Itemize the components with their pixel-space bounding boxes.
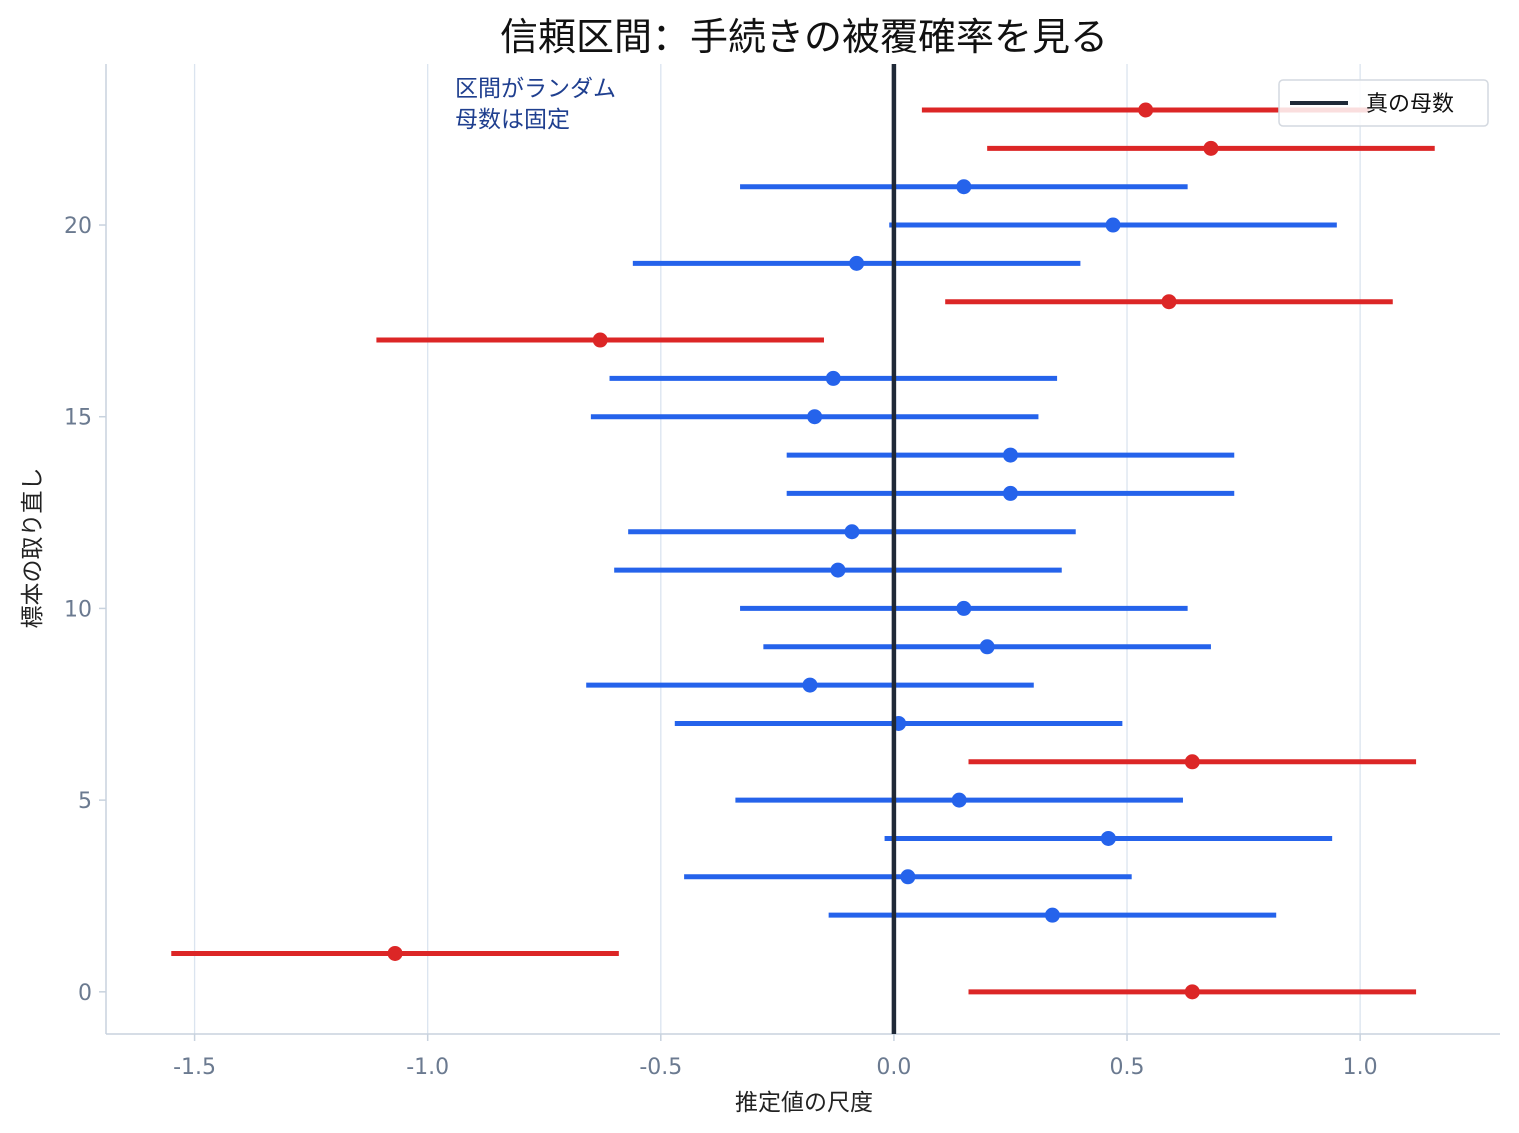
interval-series: [171, 102, 1435, 1000]
y-tick-label: 5: [78, 789, 92, 814]
legend-box: [1278, 79, 1489, 127]
estimate-point: [825, 370, 841, 386]
interval-6: [968, 754, 1417, 770]
estimate-point: [1105, 217, 1121, 233]
interval-0: [968, 984, 1417, 1000]
estimate-point: [1203, 140, 1219, 156]
y-axis-label: 標本の取り直し: [20, 468, 46, 629]
interval-3: [684, 869, 1132, 885]
interval-14: [786, 447, 1235, 463]
estimate-point: [1184, 984, 1200, 1000]
interval-21: [740, 179, 1188, 195]
estimate-point: [1161, 294, 1177, 310]
estimate-point: [830, 562, 846, 578]
estimate-point: [956, 600, 972, 616]
interval-10: [740, 600, 1188, 616]
interval-11: [614, 562, 1062, 578]
interval-4: [884, 830, 1333, 846]
interval-7: [674, 715, 1123, 731]
y-tick-label: 0: [78, 981, 92, 1006]
interval-1: [171, 945, 619, 961]
x-tick-label: 0.0: [876, 1055, 911, 1080]
x-tick-label: -1.0: [406, 1055, 449, 1080]
estimate-point: [387, 945, 403, 961]
interval-9: [763, 639, 1211, 655]
x-tick-label: 0.5: [1110, 1055, 1145, 1080]
grid-lines: [193, 64, 1361, 1034]
annotation-line-1: 区間がランダム: [455, 76, 616, 102]
estimate-point: [951, 792, 967, 808]
interval-12: [628, 524, 1076, 540]
x-tick-label: -1.5: [173, 1055, 216, 1080]
estimate-point: [1002, 485, 1018, 501]
estimate-point: [802, 677, 818, 693]
estimate-point: [592, 332, 608, 348]
legend-true-parameter-label: 真の母数: [1366, 92, 1454, 117]
interval-16: [609, 370, 1058, 386]
x-tick-label: -0.5: [639, 1055, 682, 1080]
interval-5: [735, 792, 1183, 808]
estimate-point: [900, 869, 916, 885]
estimate-point: [1002, 447, 1018, 463]
interval-8: [586, 677, 1034, 693]
estimate-point: [807, 409, 823, 425]
x-tick-label: 1.0: [1343, 1055, 1378, 1080]
estimate-point: [1100, 830, 1116, 846]
annotation-line-2: 母数は固定: [455, 107, 570, 133]
x-axis-label: 推定値の尺度: [735, 1090, 873, 1116]
interval-19: [632, 255, 1081, 271]
interval-22: [987, 140, 1435, 156]
interval-20: [889, 217, 1337, 233]
interval-18: [945, 294, 1393, 310]
y-axis-ticks: 0 5 10 15 20: [64, 214, 106, 1006]
interval-17: [376, 332, 824, 348]
x-axis-ticks: -1.5 -1.0 -0.5 0.0 0.5 1.0: [173, 1034, 1378, 1080]
estimate-point: [849, 255, 865, 271]
chart-title: 信頼区間：手続きの被覆確率を見る: [500, 15, 1108, 59]
legend: 真の母数: [1278, 79, 1489, 127]
estimate-point: [844, 524, 860, 540]
y-tick-label: 10: [64, 597, 92, 622]
estimate-point: [1044, 907, 1060, 923]
interval-15: [590, 409, 1039, 425]
y-tick-label: 20: [64, 214, 92, 239]
estimate-point: [1138, 102, 1154, 118]
axes: [105, 64, 1500, 1035]
estimate-point: [1184, 754, 1200, 770]
estimate-point: [956, 179, 972, 195]
y-tick-label: 15: [64, 406, 92, 431]
interval-2: [828, 907, 1277, 923]
estimate-point: [979, 639, 995, 655]
interval-13: [786, 485, 1235, 501]
